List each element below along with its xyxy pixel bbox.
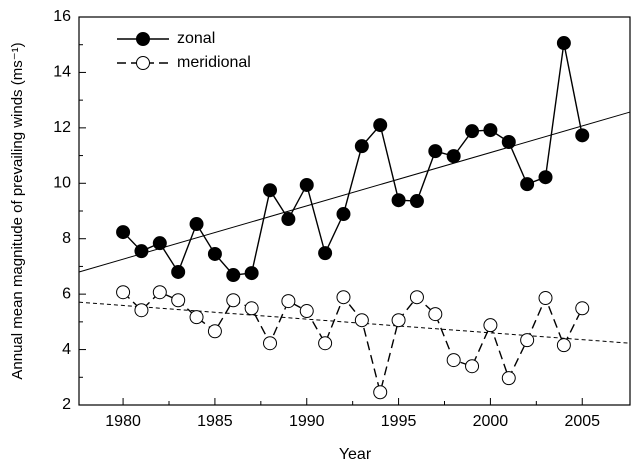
marker [373,385,388,400]
marker [556,36,571,51]
legend-label: zonal [177,30,215,47]
marker [171,293,186,308]
marker [538,291,553,306]
marker [207,324,222,339]
x-tick-label: 1990 [289,413,325,430]
y-tick-label: 8 [62,230,71,247]
marker [318,246,333,261]
x-tick-label: 1985 [197,413,233,430]
y-tick-label: 2 [62,396,71,413]
x-tick-label: 2000 [473,413,509,430]
marker [226,293,241,308]
marker [465,124,480,139]
x-tick-label: 2005 [564,413,600,430]
legend-marker [136,32,150,46]
marker [409,194,424,209]
marker [336,290,351,305]
plot-frame [78,16,631,406]
marker [189,310,204,325]
marker [318,336,333,351]
marker [263,183,278,198]
marker [281,294,296,309]
marker [575,128,590,143]
marker [483,318,498,333]
marker [483,123,498,138]
marker [556,338,571,353]
marker [520,333,535,348]
x-axis-label: Year [339,446,372,463]
y-tick-label: 10 [53,175,71,192]
marker [281,212,296,227]
y-tick-label: 14 [53,64,71,81]
y-tick-label: 6 [62,285,71,302]
marker [575,301,590,316]
trend-line [78,301,631,344]
marker [501,371,516,386]
marker [391,313,406,328]
marker [263,336,278,351]
x-tick-label: 1995 [381,413,417,430]
marker [299,304,314,319]
y-axis-label: Annual mean magnitude of prevailing wind… [9,42,26,379]
marker [446,353,461,368]
marker [189,217,204,232]
marker [520,177,535,192]
marker [538,170,553,185]
y-tick-label: 12 [53,119,71,136]
marker [226,268,241,283]
marker [446,149,461,164]
marker [244,266,259,281]
marker [428,307,443,322]
marker [116,285,131,300]
marker [134,244,149,259]
marker [391,193,406,208]
y-tick-label: 16 [53,8,71,25]
marker [354,139,369,154]
y-tick-label: 4 [62,341,71,358]
marker [501,134,516,149]
series-line [122,42,583,276]
marker [171,264,186,279]
marker [373,118,388,133]
legend-label: meridional [177,54,251,71]
legend-marker [136,56,150,70]
marker [207,246,222,261]
marker [116,225,131,240]
trend-line [78,111,631,273]
marker [134,303,149,318]
marker [428,144,443,159]
marker [336,207,351,222]
marker [244,301,259,316]
marker [152,285,167,300]
x-tick-label: 1980 [105,413,141,430]
marker [299,177,314,192]
marker [354,313,369,328]
marker [409,290,424,305]
marker [465,359,480,374]
marker [152,236,167,251]
